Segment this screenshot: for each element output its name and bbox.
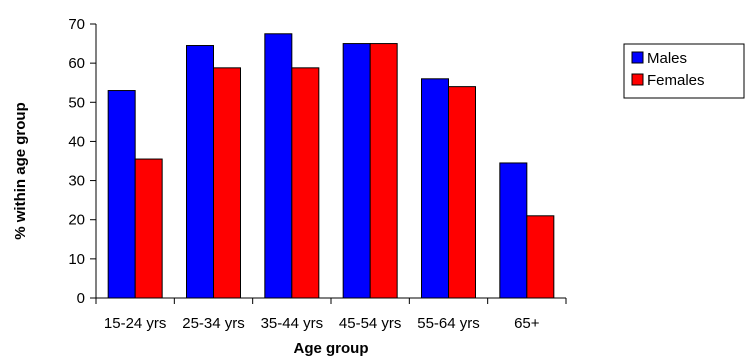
y-axis-ticks: 0 10 20 30 40 50 60 70	[68, 16, 96, 307]
bar-females-3	[369, 43, 398, 299]
bar-males-5	[499, 162, 528, 299]
bar-females-1	[213, 67, 241, 299]
x-tick-label: 15-24 yrs	[104, 315, 167, 332]
y-tick-label: 10	[68, 251, 85, 268]
bars	[107, 33, 555, 299]
x-tick-label: 25-34 yrs	[182, 315, 245, 332]
bar-males-4	[421, 78, 449, 299]
y-tick-label: 0	[77, 290, 85, 307]
y-tick-label: 70	[68, 16, 85, 33]
bar-males-0	[107, 90, 136, 299]
bar-females-5	[526, 215, 555, 299]
bar-females-2	[291, 67, 320, 299]
bar-males-3	[342, 43, 371, 299]
bar-males-1	[186, 45, 214, 299]
legend-swatch-females	[631, 73, 644, 86]
y-tick-label: 60	[68, 55, 85, 72]
x-tick-label: 45-54 yrs	[339, 315, 402, 332]
y-tick-label: 30	[68, 173, 85, 190]
bar-females-0	[134, 158, 163, 299]
x-tick-label: 55-64 yrs	[417, 315, 480, 332]
bar-males-2	[264, 33, 293, 299]
x-axis-title: Age group	[294, 340, 369, 357]
legend-label-females: Females	[647, 72, 705, 89]
y-tick-label: 20	[68, 212, 85, 229]
legend-label-males: Males	[647, 50, 687, 67]
bar-females-4	[448, 86, 476, 299]
x-tick-label: 65+	[514, 315, 540, 332]
y-tick-label: 50	[68, 94, 85, 111]
y-axis-title: % within age group	[12, 102, 29, 240]
legend: Males Females	[623, 43, 745, 99]
x-axis-ticks: 15-24 yrs 25-34 yrs 35-44 yrs 45-54 yrs 55-6…	[95, 298, 567, 332]
legend-swatch-males	[631, 51, 644, 64]
legend-box	[623, 43, 745, 99]
x-tick-label: 35-44 yrs	[261, 315, 324, 332]
y-tick-label: 40	[68, 133, 85, 150]
